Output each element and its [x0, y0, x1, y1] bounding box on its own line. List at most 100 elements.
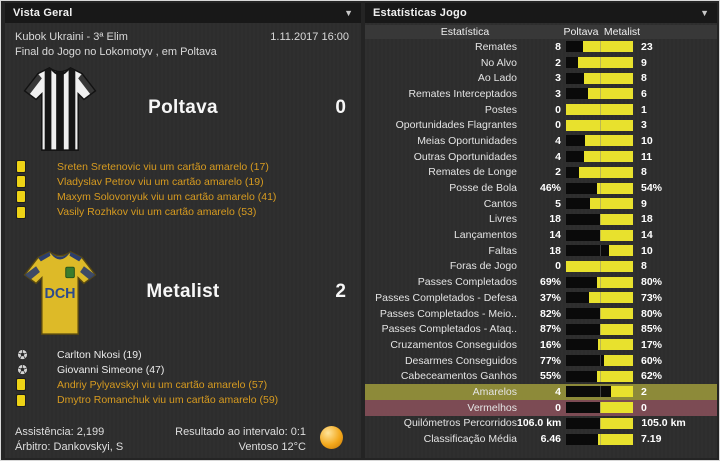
stat-bar [566, 386, 633, 398]
stat-label: Desarmes Conseguidos [404, 354, 517, 367]
event-text: Maxym Solovonyuk viu um cartão amarelo (… [57, 190, 277, 203]
stat-bar [566, 88, 633, 100]
stat-bar [566, 323, 633, 335]
stat-bar-home-segment [566, 308, 600, 320]
stat-row: Quilómetros Percorridos 106.0 km 105.0 k… [365, 416, 717, 432]
stat-row: No Alvo 2 9 [365, 55, 717, 71]
stat-bar-home-segment [566, 355, 604, 367]
stat-row: Passes Completados - Ataq.. 87% 85% [365, 321, 717, 337]
stat-bar [566, 104, 633, 116]
stat-away-value: 2 [641, 385, 647, 398]
stat-row: Oportunidades Flagrantes 0 3 [365, 117, 717, 133]
stat-away-value: 23 [641, 40, 653, 53]
stat-bar [566, 135, 633, 147]
stat-label: Remates [474, 40, 517, 53]
stat-row: Livres 18 18 [365, 212, 717, 228]
event-text: Dmytro Romanchuk viu um cartão amarelo (… [57, 394, 279, 407]
stat-bar [566, 198, 633, 210]
stat-away-value: 8 [641, 166, 647, 179]
stat-away-value: 10 [641, 244, 653, 257]
stat-row: Faltas 18 10 [365, 243, 717, 259]
event-text: Carlton Nkosi (19) [57, 348, 142, 361]
stat-home-value: 18 [549, 244, 561, 257]
yellow-card-icon [17, 379, 25, 391]
chevron-down-icon[interactable]: ▼ [700, 7, 709, 18]
away-team-block: DCH Metalist 2 [5, 245, 361, 341]
stat-home-value: 3 [555, 87, 561, 100]
stat-home-value: 37% [539, 291, 561, 304]
stat-bar [566, 213, 633, 225]
stat-row: Outras Oportunidades 4 11 [365, 149, 717, 165]
away-team-name[interactable]: Metalist [146, 281, 220, 302]
stat-label: Quilómetros Percorridos [403, 417, 517, 430]
event-row: Carlton Nkosi (19) [5, 347, 361, 362]
weather-sun-icon [320, 426, 343, 449]
stats-column-header: Estatística Poltava Metalist [365, 25, 717, 39]
stat-row: Classificação Média 6.46 7.19 [365, 431, 717, 447]
stat-row: Remates de Longe 2 8 [365, 165, 717, 181]
stat-bar-home-segment [566, 198, 590, 210]
stat-away-value: 7.19 [641, 433, 662, 446]
overview-panel-titlebar[interactable]: Vista Geral ▼ [5, 3, 361, 23]
stat-home-value: 46% [539, 182, 561, 195]
home-team-block: Poltava 0 [5, 61, 361, 157]
stat-away-value: 73% [641, 291, 663, 304]
stat-away-value: 60% [641, 354, 663, 367]
stat-bar-home-segment [566, 151, 584, 163]
event-text: Vasily Rozhkov viu um cartão amarelo (53… [57, 206, 257, 219]
stat-row: Cabeceamentos Ganhos 55% 62% [365, 368, 717, 384]
home-team-score: 0 [335, 97, 346, 118]
stat-bar [566, 292, 633, 304]
event-text: Andriy Pylyavskyi viu um cartão amarelo … [57, 378, 268, 391]
stat-row: Desarmes Conseguidos 77% 60% [365, 353, 717, 369]
stat-label: Cruzamentos Conseguidos [390, 338, 517, 351]
stat-bar-home-segment [566, 417, 600, 429]
stat-home-value: 0 [555, 401, 561, 414]
stat-bar-home-segment [566, 370, 598, 382]
event-row: Giovanni Simeone (47) [5, 362, 361, 377]
stat-row: Cruzamentos Conseguidos 16% 17% [365, 337, 717, 353]
away-team-score: 2 [335, 281, 346, 302]
event-row: Vasily Rozhkov viu um cartão amarelo (53… [5, 205, 361, 220]
stat-label: Postes [484, 103, 517, 116]
stat-home-value: 0 [555, 260, 561, 273]
stat-bar [566, 276, 633, 288]
stat-away-value: 80% [641, 276, 663, 289]
away-team-events: Carlton Nkosi (19) Giovanni Simeone (47)… [5, 347, 361, 408]
match-stats-panel: Estatísticas Jogo ▼ Estatística Poltava … [365, 3, 717, 458]
event-text: Vladyslav Petrov viu um cartão amarelo (… [57, 175, 264, 188]
stat-label: Foras de Jogo [449, 260, 517, 273]
goal-icon [17, 364, 28, 376]
home-team-events: Sreten Sretenovic viu um cartão amarelo … [5, 159, 361, 220]
stat-away-value: 3 [641, 119, 647, 132]
stat-bar [566, 355, 633, 367]
stat-bar [566, 260, 633, 272]
stat-bar-home-segment [566, 88, 589, 100]
stat-bar [566, 119, 633, 131]
stats-table: Remates 8 23 No Alvo 2 9 Ao Lado 3 8 Rem… [365, 39, 717, 447]
stat-row: Meias Oportunidades 4 10 [365, 133, 717, 149]
stat-label: Outras Oportunidades [413, 150, 517, 163]
stats-panel-titlebar[interactable]: Estatísticas Jogo ▼ [365, 3, 717, 23]
stat-home-value: 4 [555, 150, 561, 163]
stat-row: Vermelhos 0 0 [365, 399, 717, 416]
stat-away-value: 18 [641, 213, 653, 226]
chevron-down-icon[interactable]: ▼ [344, 7, 353, 18]
stat-row: Passes Completados - Meio.. 82% 80% [365, 306, 717, 322]
stat-bar-home-segment [566, 166, 580, 178]
stat-bar [566, 433, 633, 445]
stat-label: Livres [488, 213, 517, 226]
stat-row: Posse de Bola 46% 54% [365, 180, 717, 196]
stat-label: Cabeceamentos Ganhos [400, 370, 517, 383]
stat-label: Ao Lado [477, 72, 517, 85]
stat-home-value: 16% [539, 338, 561, 351]
stat-label: Vermelhos [467, 401, 517, 414]
stat-bar-home-segment [566, 386, 611, 398]
home-team-name[interactable]: Poltava [148, 97, 218, 118]
overview-panel: Vista Geral ▼ Kubok Ukraini - 3ª Elim 1.… [5, 3, 361, 458]
match-meta: Kubok Ukraini - 3ª Elim 1.11.2017 16:00 … [15, 30, 349, 60]
stat-bar [566, 166, 633, 178]
stat-bar [566, 41, 633, 53]
stat-label: Cantos [483, 197, 517, 210]
